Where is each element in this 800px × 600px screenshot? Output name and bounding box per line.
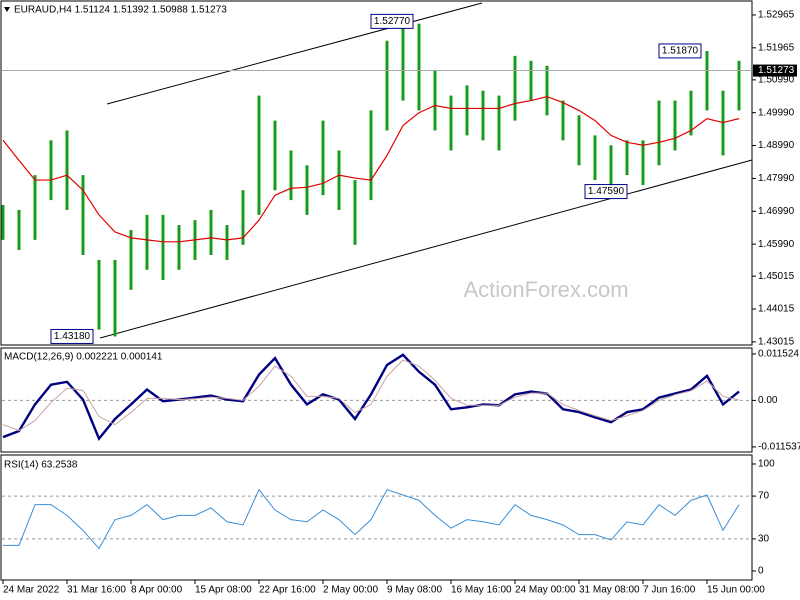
price-pane bbox=[0, 0, 753, 346]
y-tick-label: 1.51965 bbox=[758, 42, 795, 53]
annotation-box bbox=[370, 13, 414, 29]
price-bar bbox=[113, 259, 117, 337]
price-bar bbox=[625, 140, 629, 176]
price-bar bbox=[321, 120, 325, 196]
y-tick-label: 1.45990 bbox=[758, 239, 795, 250]
y-tick-label: 70 bbox=[758, 491, 770, 502]
price-bar bbox=[209, 209, 213, 255]
price-bar bbox=[257, 95, 261, 215]
price-bar bbox=[145, 214, 149, 270]
price-bar bbox=[273, 120, 277, 191]
x-tick-label: 31 May 08:00 bbox=[579, 585, 640, 596]
y-tick-label: 30 bbox=[758, 534, 770, 545]
x-tick-label: 15 Jun 00:00 bbox=[707, 585, 765, 596]
annotation-label: 1.52770 bbox=[374, 16, 411, 27]
macd-title: MACD(12,26,9) 0.002221 0.000141 bbox=[4, 352, 163, 363]
price-bar bbox=[401, 21, 405, 101]
price-bar bbox=[657, 100, 661, 166]
last-price-box bbox=[753, 64, 797, 77]
rsi-pane bbox=[0, 454, 753, 581]
annotation-box bbox=[584, 184, 628, 200]
price-bar bbox=[689, 90, 693, 136]
series-line bbox=[3, 488, 740, 550]
price-bar bbox=[465, 85, 469, 136]
annotation-label: 1.51870 bbox=[662, 46, 699, 57]
x-tick-label: 16 May 16:00 bbox=[451, 585, 512, 596]
price-bar bbox=[129, 230, 133, 290]
price-bar bbox=[17, 209, 21, 251]
price-bar bbox=[305, 165, 309, 215]
price-bar bbox=[81, 175, 85, 255]
y-tick-label: 0 bbox=[758, 566, 764, 577]
annotation-box bbox=[50, 328, 94, 344]
channel-lower bbox=[99, 159, 753, 339]
annotation-label: 1.47590 bbox=[588, 186, 625, 197]
annotation-box bbox=[658, 43, 702, 59]
watermark: ActionForex.com bbox=[463, 277, 628, 302]
price-bar bbox=[369, 110, 373, 201]
price-bar bbox=[545, 65, 549, 116]
y-tick-label: 1.45015 bbox=[758, 271, 795, 282]
price-bar bbox=[225, 225, 229, 260]
price-bar bbox=[529, 60, 533, 101]
price-bar bbox=[385, 40, 389, 131]
price-bar bbox=[49, 140, 53, 201]
price-bar bbox=[705, 50, 709, 111]
price-bar bbox=[33, 175, 37, 240]
y-tick-label: 1.52965 bbox=[758, 10, 795, 21]
price-bar bbox=[353, 180, 357, 245]
y-tick-label: -0.011537 bbox=[758, 442, 800, 453]
dropdown-icon bbox=[4, 7, 10, 12]
channel-upper bbox=[106, 2, 483, 105]
x-tick-label: 31 Mar 16:00 bbox=[67, 585, 126, 596]
y-tick-label: 100 bbox=[758, 459, 775, 470]
price-bar bbox=[289, 150, 293, 201]
y-tick-label: 1.46990 bbox=[758, 206, 795, 217]
price-bar bbox=[737, 60, 741, 111]
y-tick-label: 1.47990 bbox=[758, 173, 795, 184]
last-price-label: 1.51273 bbox=[758, 65, 795, 76]
price-bar bbox=[417, 23, 421, 111]
price-bar bbox=[481, 90, 485, 141]
series-line bbox=[2, 359, 740, 432]
price-bar bbox=[337, 150, 341, 210]
price-bar bbox=[97, 259, 101, 330]
price-bar bbox=[577, 115, 581, 166]
price-bar bbox=[1, 205, 5, 240]
rsi-title: RSI(14) 63.2538 bbox=[4, 460, 78, 471]
price-bar bbox=[609, 145, 613, 192]
y-tick-label: 1.44015 bbox=[758, 304, 795, 315]
annotation-label: 1.43180 bbox=[54, 331, 91, 342]
x-tick-label: 8 Apr 00:00 bbox=[131, 585, 183, 596]
price-bar bbox=[673, 100, 677, 151]
series-line bbox=[2, 95, 740, 243]
x-tick-label: 2 May 00:00 bbox=[323, 585, 378, 596]
price-bar bbox=[641, 140, 645, 185]
price-bar bbox=[241, 190, 245, 245]
y-tick-label: 1.43015 bbox=[758, 337, 795, 348]
price-bar bbox=[161, 214, 165, 280]
price-bar bbox=[513, 55, 517, 121]
price-bar bbox=[177, 225, 181, 270]
chart-title: EURAUD,H4 1.51124 1.51392 1.50988 1.5127… bbox=[14, 5, 227, 16]
x-tick-label: 9 May 08:00 bbox=[387, 585, 442, 596]
x-tick-label: 24 Mar 2022 bbox=[3, 585, 60, 596]
price-bar bbox=[449, 95, 453, 151]
price-bar bbox=[561, 100, 565, 141]
x-tick-label: 15 Apr 08:00 bbox=[195, 585, 252, 596]
x-tick-label: 7 Jun 16:00 bbox=[643, 585, 696, 596]
x-tick-label: 24 May 00:00 bbox=[515, 585, 576, 596]
x-tick-label: 22 Apr 16:00 bbox=[259, 585, 316, 596]
price-bar bbox=[497, 95, 501, 151]
price-bar bbox=[593, 135, 597, 181]
y-tick-label: 1.48990 bbox=[758, 140, 795, 151]
price-bar bbox=[65, 130, 69, 210]
y-tick-label: 0.011524 bbox=[758, 349, 799, 360]
price-bar bbox=[433, 70, 437, 131]
y-tick-label: 1.50990 bbox=[758, 74, 795, 85]
y-tick-label: 1.49990 bbox=[758, 107, 795, 118]
y-tick-label: 0.00 bbox=[758, 395, 778, 406]
